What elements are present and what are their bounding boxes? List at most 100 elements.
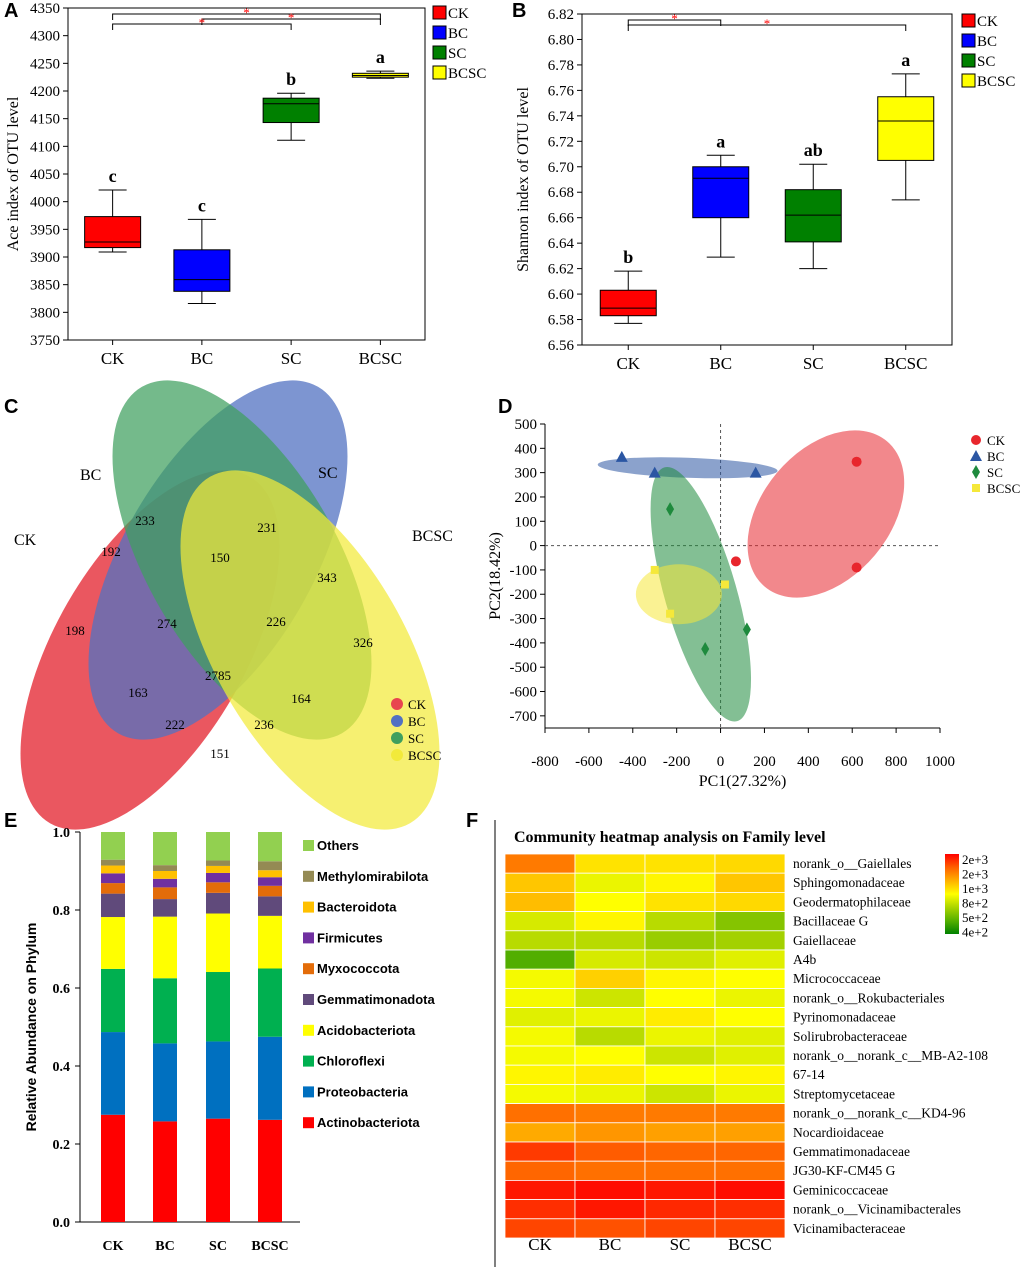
y-tick-label: 6.64 <box>548 236 575 252</box>
heatmap-cell <box>574 1122 646 1143</box>
heatmap-cell <box>574 853 646 874</box>
row-label: norank_o__norank_c__KD4-96 <box>793 1106 966 1121</box>
x-tick-label: BCSC <box>359 349 402 368</box>
x-tick-label: 800 <box>885 754 908 770</box>
legend-swatch <box>432 65 447 80</box>
y-tick-label: 4350 <box>30 1 60 17</box>
legend-label: Bacteroidota <box>317 900 397 915</box>
heatmap-cell <box>644 930 716 951</box>
heatmap-cell <box>714 1199 786 1220</box>
legend-swatch <box>303 1117 314 1129</box>
legend-label: BCSC <box>977 74 1015 90</box>
heatmap-cell <box>644 872 716 893</box>
row-label: norank_o__Rokubacteriales <box>793 990 944 1005</box>
panel-label-e: E <box>4 810 18 832</box>
heatmap-cell <box>574 1026 646 1047</box>
point-square <box>972 484 980 492</box>
y-tick-label: 4100 <box>30 139 60 155</box>
legend-label: SC <box>987 465 1003 480</box>
column-label: CK <box>528 1235 552 1254</box>
heatmap-cell <box>714 1026 786 1047</box>
heatmap-cell <box>504 1141 576 1162</box>
heatmap-cell <box>574 1084 646 1105</box>
venn-count: 192 <box>101 544 121 559</box>
point-circle <box>851 562 862 573</box>
heatmap-cell <box>504 930 576 951</box>
venn-set-BCSC <box>180 470 440 830</box>
venn-count: 151 <box>210 746 230 761</box>
legend-label: CK <box>977 14 998 30</box>
heatmap-cell <box>644 1141 716 1162</box>
heatmap-cell <box>574 1045 646 1066</box>
heatmap-cell <box>574 949 646 970</box>
significance-star: * <box>671 11 678 26</box>
y-tick-label: 6.66 <box>548 211 575 227</box>
legend-label: Firmicutes <box>317 930 383 945</box>
row-label: Micrococcaceae <box>793 971 881 986</box>
legend-label: BC <box>977 34 997 50</box>
x-tick-label: BC <box>191 349 214 368</box>
bar-segment-Bacteroidota <box>206 865 230 873</box>
heatmap-cell <box>504 988 576 1009</box>
x-tick-label: -400 <box>619 754 647 770</box>
boxplot-A: 3750 3800 3850 3900 3950 4000 4050 4100 4150 4200… <box>5 1 486 368</box>
bar-segment-Methylomirabilota <box>206 860 230 866</box>
y-tick-label: 0.2 <box>53 1138 71 1153</box>
heatmap-cell <box>504 911 576 932</box>
bar-segment-Proteobacteria <box>258 1036 282 1120</box>
x-tick-label: CK <box>103 1239 124 1254</box>
bar-segment-Others <box>101 832 125 860</box>
y-tick-label: 6.72 <box>548 134 574 150</box>
heatmap-cell <box>574 1007 646 1028</box>
heatmap-cell <box>504 1199 576 1220</box>
x-tick-label: 0 <box>717 754 725 770</box>
heatmap-cell <box>714 1218 786 1239</box>
box-BC <box>173 249 231 292</box>
legend-label: BCSC <box>448 66 486 82</box>
row-label: Sphingomonadaceae <box>793 875 905 890</box>
bar-segment-Myxococcota <box>101 883 125 894</box>
box-BCSC <box>877 96 935 161</box>
significance-letter: a <box>716 131 725 151</box>
heatmap-cell <box>714 1045 786 1066</box>
significance-letter: b <box>286 69 296 89</box>
significance-letter: c <box>109 166 117 186</box>
venn-set-label: BC <box>80 467 101 484</box>
x-tick-label: 200 <box>753 754 776 770</box>
venn-count: 222 <box>165 717 185 732</box>
heatmap-cell <box>644 968 716 989</box>
legend-swatch <box>391 749 403 761</box>
legend-swatch <box>391 715 403 727</box>
heatmap-cell <box>504 872 576 893</box>
bar-segment-Firmicutes <box>101 873 125 884</box>
x-tick-label: BC <box>709 354 732 373</box>
y-tick-label: 0 <box>530 539 538 555</box>
heatmap-cell <box>714 949 786 970</box>
heatmap-cell <box>644 1084 716 1105</box>
y-tick-label: 6.70 <box>548 160 574 176</box>
point-square <box>666 609 675 618</box>
heatmap-cell <box>644 1064 716 1085</box>
x-tick-label: -600 <box>575 754 603 770</box>
significance-bracket <box>627 24 907 31</box>
heatmap-cell <box>574 930 646 951</box>
y-tick-label: 1.0 <box>53 826 71 841</box>
y-tick-label: -400 <box>510 636 538 652</box>
color-scale-label: 1e+3 <box>962 881 988 896</box>
bar-segment-Chloroflexi <box>258 968 282 1037</box>
legend-swatch <box>303 901 314 913</box>
point-diamond <box>972 465 980 479</box>
x-tick-label: -800 <box>531 754 559 770</box>
bar-segment-Firmicutes <box>258 877 282 886</box>
point-triangle <box>615 450 628 462</box>
legend-label: BC <box>987 449 1004 464</box>
bar-segment-Others <box>206 832 230 861</box>
bar-segment-Myxococcota <box>153 887 177 900</box>
point-circle <box>851 456 862 467</box>
y-tick-label: -100 <box>510 563 538 579</box>
heatmap-cell <box>504 1122 576 1143</box>
column-label: SC <box>670 1235 691 1254</box>
x-tick-label: CK <box>101 349 125 368</box>
y-tick-label: 6.78 <box>548 58 574 74</box>
point-diamond <box>742 622 751 637</box>
